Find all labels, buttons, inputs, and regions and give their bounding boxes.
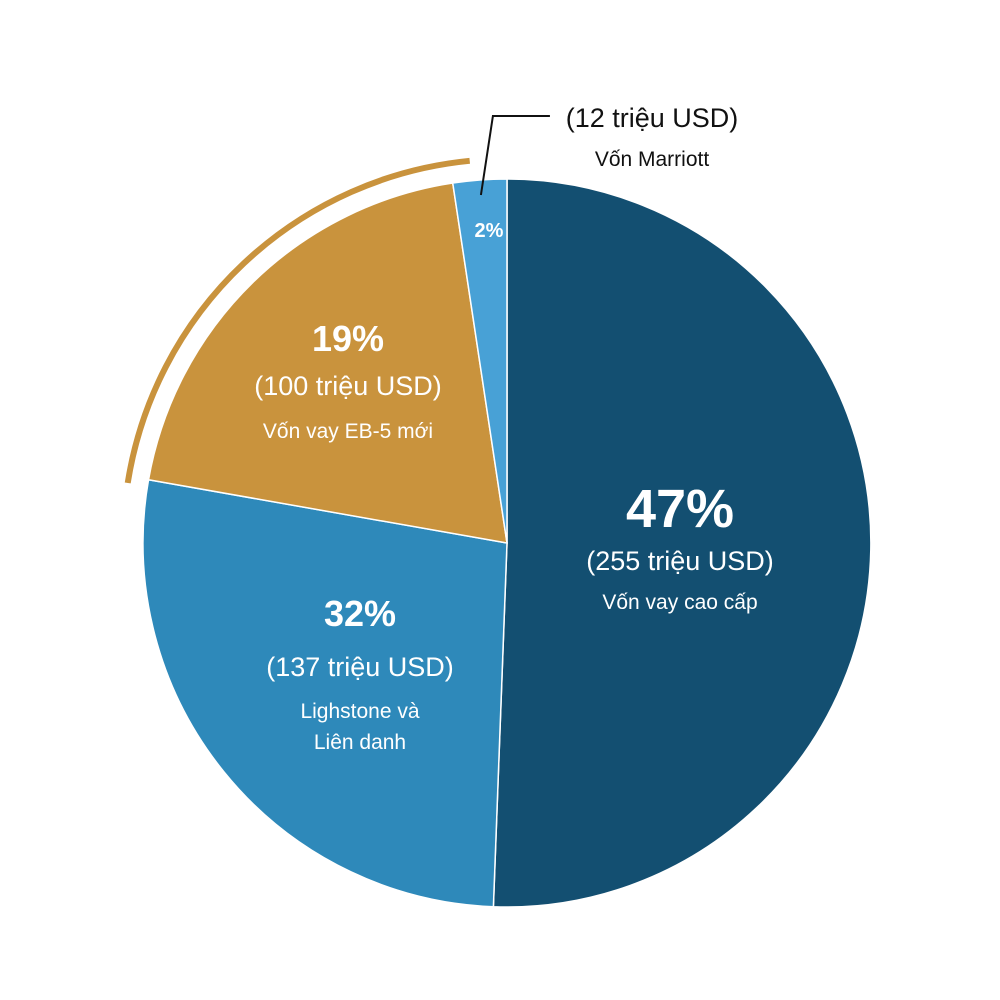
pie-slice-0 xyxy=(492,178,872,908)
pie-slice-2 xyxy=(147,182,508,544)
highlight-arc xyxy=(124,157,471,484)
slice-1-category-label-line-1: Lighstone và xyxy=(300,700,419,723)
leader-line xyxy=(479,115,550,196)
pie-slices xyxy=(142,178,872,908)
pie-slice-3 xyxy=(451,178,508,544)
slice-2-percent-label: 19% xyxy=(312,318,384,359)
slice-2-category-label: Vốn vay EB-5 mới xyxy=(263,420,433,443)
slice-1-category-label-line-2: Liên danh xyxy=(314,731,406,754)
slice-0-percent-label: 47% xyxy=(626,479,734,539)
slice-3-amount-label: (12 triệu USD) xyxy=(566,103,739,133)
chart-accents xyxy=(124,115,550,484)
slice-1-percent-label: 32% xyxy=(324,593,396,634)
slice-3-percent-label: 2% xyxy=(475,220,504,242)
slice-0-amount-label: (255 triệu USD) xyxy=(586,546,774,576)
pie-slice-1 xyxy=(142,478,508,908)
slice-0-category-label: Vốn vay cao cấp xyxy=(602,591,757,614)
slice-2-amount-label: (100 triệu USD) xyxy=(254,371,442,401)
slice-3-category-label: Vốn Marriott xyxy=(595,148,710,171)
slice-1-amount-label: (137 triệu USD) xyxy=(266,652,454,682)
